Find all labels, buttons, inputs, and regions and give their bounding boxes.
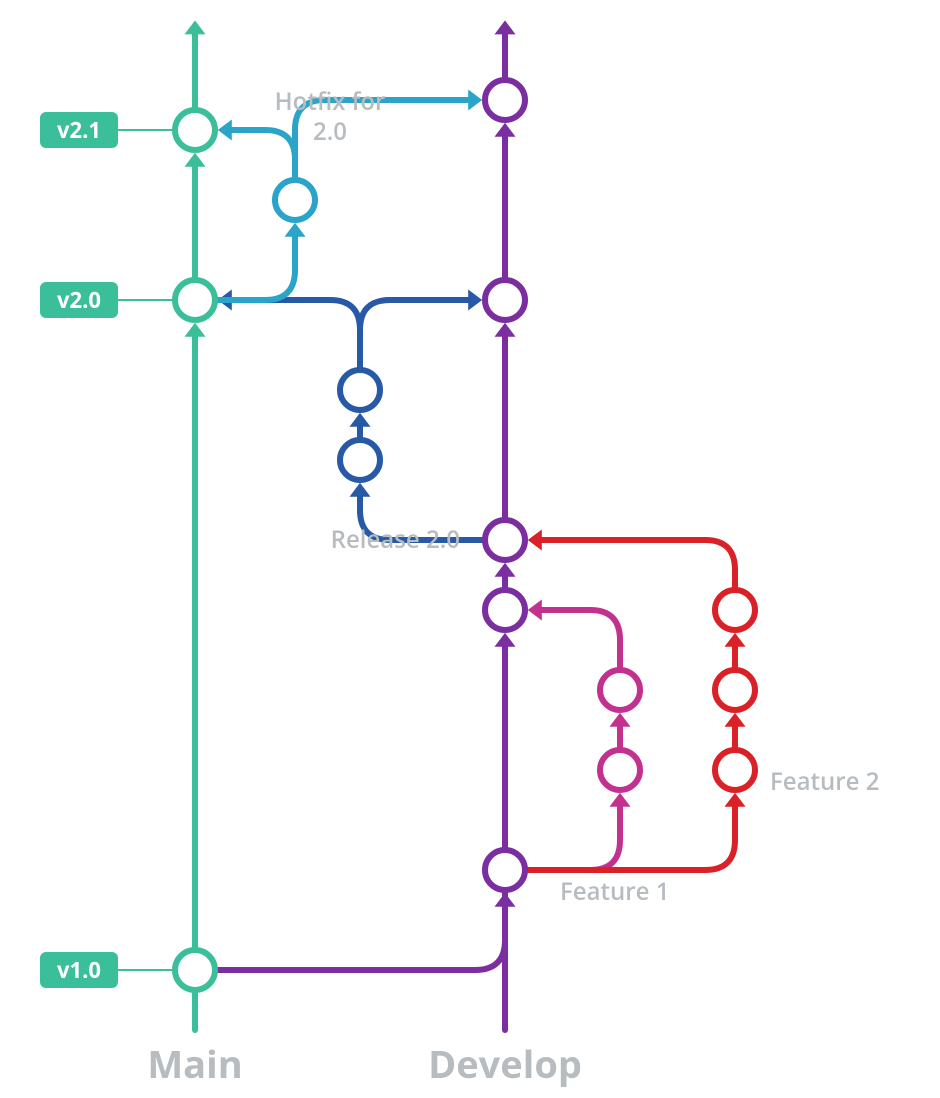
commit-node <box>485 280 525 320</box>
branch-label: Develop <box>428 1038 582 1090</box>
commit-node <box>485 80 525 120</box>
svg-text:v1.0: v1.0 <box>57 955 101 985</box>
annotation-label: Feature 1 <box>560 875 669 908</box>
tag-connectors <box>118 130 175 970</box>
svg-text:v2.1: v2.1 <box>57 115 101 145</box>
commit-node <box>175 110 215 150</box>
commit-node <box>715 750 755 790</box>
annotation-label: Feature 2 <box>770 765 879 798</box>
branch-label: Main <box>147 1038 242 1090</box>
commit-node <box>485 850 525 890</box>
commit-node <box>600 750 640 790</box>
commit-node <box>175 280 215 320</box>
svg-text:v2.0: v2.0 <box>57 285 101 315</box>
commit-node <box>340 370 380 410</box>
curved-edges <box>215 100 735 970</box>
annotation-label: 2.0 <box>313 115 347 148</box>
commit-nodes <box>175 80 755 990</box>
commit-node <box>275 180 315 220</box>
annotation-label: Hotfix for <box>275 85 386 118</box>
version-tag: v2.1 <box>40 112 118 148</box>
commit-node <box>715 590 755 630</box>
commit-node <box>715 670 755 710</box>
annotation-label: Release 2.0 <box>331 523 460 556</box>
commit-node <box>600 670 640 710</box>
version-tag: v2.0 <box>40 282 118 318</box>
version-tags: v1.0 v2.0 v2.1 <box>40 112 118 988</box>
commit-node <box>175 950 215 990</box>
commit-node <box>340 440 380 480</box>
commit-node <box>485 520 525 560</box>
commit-node <box>485 590 525 630</box>
version-tag: v1.0 <box>40 952 118 988</box>
gitflow-diagram: v1.0 v2.0 v2.1 Main Develop Feature 1 Feature … <box>0 0 940 1098</box>
labels: Main Develop Feature 1 Feature 2 Release 2.0… <box>147 85 879 1090</box>
